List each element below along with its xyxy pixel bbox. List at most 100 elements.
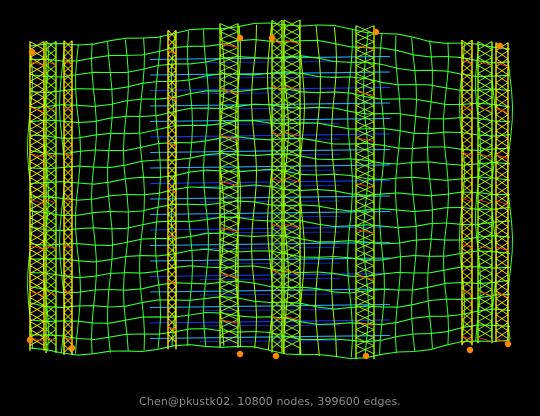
truss-brace [283, 51, 301, 61]
truss-brace [461, 215, 473, 225]
truss-brace [271, 259, 283, 269]
truss-brace [461, 39, 473, 49]
truss-brace [355, 105, 375, 114]
truss-brace [29, 297, 45, 306]
truss-brace [477, 265, 493, 274]
truss-brace [477, 225, 493, 234]
truss-brace [283, 275, 301, 285]
truss-brace [477, 89, 493, 98]
truss-accent [477, 245, 493, 250]
truss-brace [271, 235, 283, 245]
truss-brace [219, 159, 239, 168]
grid-row [29, 265, 511, 279]
truss-accent [167, 325, 177, 331]
truss-brace [477, 185, 493, 194]
truss-brace [63, 296, 73, 305]
truss-brace [461, 151, 473, 161]
grid-row [29, 136, 511, 155]
grid-row [29, 87, 511, 109]
grid-column [75, 43, 82, 354]
truss-brace [45, 272, 57, 282]
truss-accent [355, 321, 375, 327]
truss-brace [271, 99, 283, 109]
truss-accent [495, 292, 509, 298]
truss-brace [495, 210, 509, 220]
truss-brace [271, 147, 283, 157]
truss-brace [63, 264, 73, 273]
truss-accent [45, 106, 57, 112]
truss-brace [271, 211, 283, 221]
truss-accent [477, 199, 493, 204]
truss-brace [355, 129, 375, 138]
truss-brace [495, 282, 509, 292]
truss-accent [63, 152, 73, 158]
node-cluster [26, 336, 34, 344]
truss-brace [495, 226, 509, 236]
truss-brace [283, 339, 301, 349]
truss-brace [271, 307, 283, 317]
truss-brace [45, 296, 57, 306]
truss-brace [355, 193, 375, 202]
truss-brace [495, 274, 509, 284]
truss-brace [495, 66, 509, 76]
truss-brace [219, 71, 239, 80]
truss-brace [355, 345, 375, 354]
truss-brace [461, 175, 473, 185]
truss-brace [63, 312, 73, 321]
truss-brace [29, 329, 45, 338]
truss-brace [495, 266, 509, 276]
truss-brace [477, 329, 493, 338]
truss-brace [45, 336, 57, 346]
truss-brace [29, 241, 45, 250]
truss-accent [477, 337, 493, 342]
truss-brace [283, 323, 301, 333]
truss-brace [167, 134, 177, 143]
truss-brace [283, 195, 301, 205]
truss-brace [461, 143, 473, 153]
grid-column [394, 35, 402, 354]
cyan-edge [149, 303, 391, 309]
grid-column [234, 25, 241, 347]
truss-brace [477, 41, 493, 50]
truss-brace [45, 280, 57, 290]
truss-brace [219, 167, 239, 176]
truss-brace [219, 231, 239, 240]
grid-row [29, 248, 511, 263]
truss-brace [495, 82, 509, 92]
truss-brace [63, 64, 73, 73]
truss-brace [355, 153, 375, 162]
truss-brace [355, 257, 375, 266]
truss-brace [461, 79, 473, 89]
truss-brace [29, 257, 45, 266]
cyan-edge [149, 241, 391, 247]
truss-brace [45, 112, 57, 122]
truss-brace [355, 161, 375, 170]
truss-brace [29, 225, 45, 234]
truss-accent [495, 246, 509, 252]
truss-accent [477, 61, 493, 66]
truss-brace [271, 339, 283, 349]
truss-brace [477, 297, 493, 306]
truss-brace [63, 72, 73, 81]
truss-brace [29, 249, 45, 258]
grid-row [29, 216, 511, 232]
truss-brace [283, 227, 301, 237]
truss-brace [461, 159, 473, 169]
truss-brace [63, 304, 73, 313]
truss-brace [29, 185, 45, 194]
truss-brace [283, 131, 301, 141]
truss-brace [495, 58, 509, 68]
truss-brace [283, 243, 301, 253]
truss-brace [167, 158, 177, 167]
truss-brace [45, 264, 57, 274]
truss-brace [219, 335, 239, 344]
truss-brace [29, 337, 45, 346]
truss-brace [167, 230, 177, 239]
truss-accent [283, 269, 301, 275]
truss-brace [283, 43, 301, 53]
truss-brace [219, 191, 239, 200]
truss-accent [461, 289, 473, 295]
truss-brace [477, 145, 493, 154]
truss-brace [29, 73, 45, 82]
truss-brace [63, 280, 73, 289]
